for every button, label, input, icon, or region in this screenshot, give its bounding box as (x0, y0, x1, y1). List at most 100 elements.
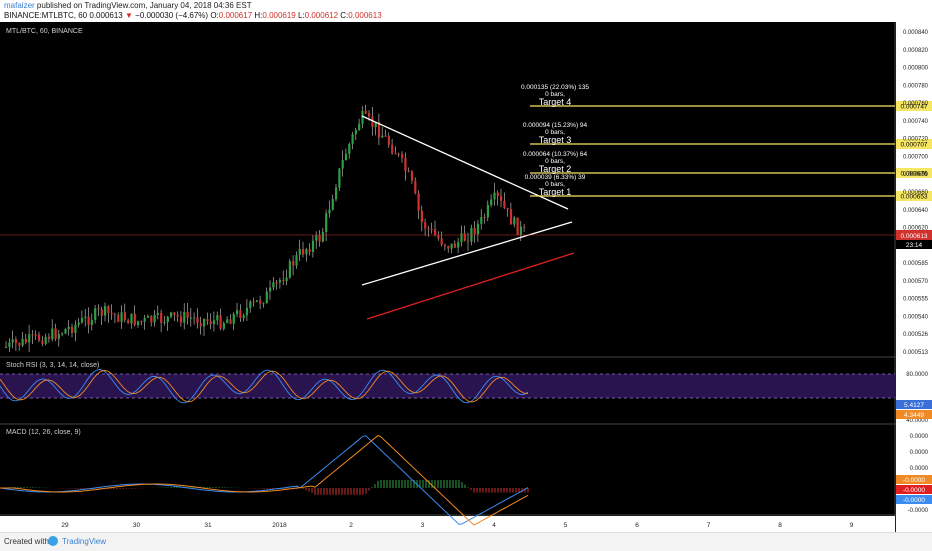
candle-body (397, 153, 400, 155)
candle-body (54, 328, 57, 339)
candle-body (344, 153, 348, 161)
footer-bar: Created with TradingView (0, 532, 932, 551)
target-price-tag-text: 0.000747 (900, 104, 927, 111)
candle-body (500, 196, 503, 201)
macd-hist-value: -0.0000 (903, 487, 925, 494)
macd-signal-line (0, 434, 529, 526)
candle-body (486, 204, 489, 218)
current-price-tag-text: 0.000613 (900, 233, 927, 240)
time-tick-label: 29 (61, 522, 69, 529)
candle-body (44, 336, 47, 344)
candle-body (120, 312, 123, 322)
stoch-lines (0, 368, 529, 404)
candle-body (493, 192, 496, 200)
candle-body (371, 116, 374, 127)
candle-body (51, 328, 54, 340)
candle-body (90, 320, 93, 325)
stoch-d-tag (896, 410, 932, 419)
candle-body (384, 135, 387, 137)
stoch-d-line (0, 369, 529, 403)
candle-body (440, 238, 443, 245)
candle-body (509, 209, 513, 225)
candle-body (232, 314, 235, 324)
candle-body (275, 282, 278, 284)
chart-title: MTL/BTC, 60, BINANCE (6, 28, 83, 35)
target-bars: 0 bars, (545, 129, 565, 136)
price-tick-label: 0.000526 (903, 332, 929, 338)
target-bars: 0 bars, (545, 91, 565, 98)
lower-trendline[interactable] (361, 221, 573, 286)
down-arrow-icon: ▼ (124, 11, 133, 20)
macd-line-tag (896, 495, 932, 504)
author-link[interactable]: mafaizer (4, 1, 35, 10)
candle-body (5, 346, 8, 348)
candle-body (206, 319, 209, 322)
open-label: O: (210, 11, 219, 20)
candle-body (100, 309, 103, 316)
time-axis[interactable] (0, 516, 895, 532)
candle-body (506, 207, 509, 210)
price-tick-label: 0.000820 (903, 48, 929, 54)
red-support-line[interactable] (366, 252, 575, 320)
trendline-drawings[interactable] (0, 115, 895, 320)
candle-body (447, 246, 450, 249)
candle-body (170, 312, 173, 317)
candle-body (8, 342, 11, 347)
target-label: Target 1 (539, 187, 572, 197)
candle-body (288, 261, 291, 278)
candle-body (110, 313, 113, 315)
candle-body (203, 319, 206, 327)
time-tick-label: 30 (133, 522, 141, 529)
candle-body (328, 209, 331, 214)
candle-body (285, 277, 288, 282)
candle-body (41, 340, 44, 344)
candle-body (302, 248, 305, 255)
header-bar: mafaizer published on TradingView.com, J… (0, 0, 932, 22)
stoch-title[interactable]: Stoch RSI (3, 3, 14, 14, close) (6, 362, 100, 369)
time-tick-label: 31 (204, 522, 212, 529)
macd-line (0, 435, 529, 525)
target-price-tag (896, 101, 932, 111)
candle-body (315, 235, 318, 241)
candle-body (242, 315, 245, 319)
stoch-band (0, 374, 895, 398)
price-tick-label: 0.000760 (903, 101, 929, 107)
target-price-tag-text: 0.000676 (900, 171, 927, 178)
candle-body (153, 314, 156, 323)
candle-body (463, 233, 466, 241)
candle-body (483, 217, 486, 219)
candle-body (348, 144, 351, 154)
candle-body (255, 300, 258, 302)
price-tick-label: 0.000640 (903, 208, 929, 214)
chart-area[interactable]: 0.000747 0.000135 (22.03%) 135 0 bars, Targ… (0, 22, 932, 532)
candle-body (130, 313, 133, 324)
candle-body (420, 210, 423, 223)
price-tick-label: 0.000800 (903, 66, 929, 72)
candle-body (377, 122, 381, 138)
price-tick-label: 0.000555 (903, 297, 929, 303)
candle-body (113, 314, 117, 316)
candle-body (473, 227, 476, 235)
price-tick-label: 0.000740 (903, 119, 929, 125)
created-with-text: Created with (4, 537, 49, 546)
macd-title[interactable]: MACD (12, 26, close, 9) (6, 429, 81, 436)
candle-body (229, 319, 232, 324)
time-tick-label: 9 (850, 522, 854, 529)
candle-body (80, 317, 84, 323)
candle-body (196, 317, 199, 324)
upper-trendline[interactable] (361, 115, 569, 210)
macd-tick-label: -0.0000 (908, 508, 929, 514)
stoch-d-value: 4.3449 (904, 412, 924, 419)
candle-body (354, 130, 357, 135)
candle-body (341, 160, 344, 169)
candle-body (117, 315, 120, 322)
target-stats: 0.000094 (15.23%) 94 (523, 122, 588, 129)
main-pane[interactable] (0, 22, 895, 357)
candle-body (387, 136, 390, 145)
candle-body (74, 324, 77, 333)
price-tick-label: 0.000680 (903, 172, 929, 178)
candle-body (496, 192, 499, 197)
tradingview-brand-link[interactable]: TradingView (62, 537, 107, 546)
